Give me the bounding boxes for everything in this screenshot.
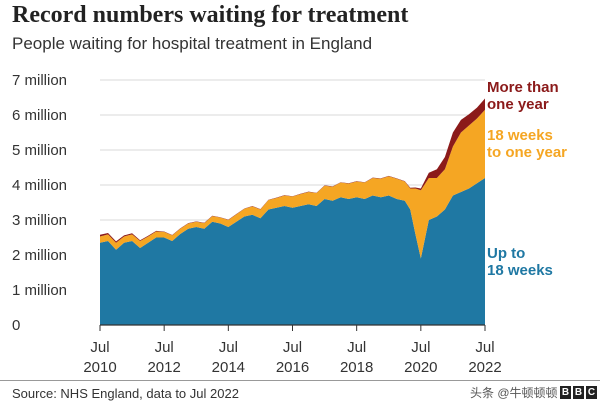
- x-tick-year: 2020: [404, 359, 437, 376]
- y-tick-label: 0: [12, 317, 20, 334]
- y-tick-label: 6 million: [12, 107, 67, 124]
- series-label: 18 weeks: [487, 262, 553, 279]
- bbc-logo: B B C: [560, 386, 597, 399]
- x-tick-year: 2022: [468, 359, 501, 376]
- y-tick-label: 4 million: [12, 177, 67, 194]
- chart-title: Record numbers waiting for treatment: [12, 2, 409, 28]
- series-label: 18 weeks: [487, 127, 553, 144]
- area-series-1: [100, 178, 485, 325]
- series-label: Up to: [487, 245, 525, 262]
- chart-subtitle: People waiting for hospital treatment in…: [12, 34, 373, 53]
- y-tick-label: 5 million: [12, 142, 67, 159]
- series-label: More than: [487, 79, 559, 96]
- y-tick-label: 1 million: [12, 282, 67, 299]
- watermark: 头条 @牛顿顿顿: [470, 386, 558, 400]
- x-tick-year: 2014: [212, 359, 245, 376]
- y-tick-label: 7 million: [12, 72, 67, 89]
- x-tick-month: Jul: [347, 339, 366, 356]
- x-tick-month: Jul: [475, 339, 494, 356]
- area-series-2: [100, 109, 485, 259]
- x-tick-month: Jul: [155, 339, 174, 356]
- footer-divider: [0, 380, 600, 381]
- x-tick-month: Jul: [411, 339, 430, 356]
- series-label: to one year: [487, 144, 567, 161]
- x-tick-month: Jul: [219, 339, 238, 356]
- source-note: Source: NHS England, data to Jul 2022: [12, 386, 239, 401]
- series-label: one year: [487, 96, 549, 113]
- x-tick-month: Jul: [283, 339, 302, 356]
- bbc-logo-block: B: [560, 386, 571, 399]
- x-tick-year: 2018: [340, 359, 373, 376]
- y-tick-label: 3 million: [12, 212, 67, 229]
- stacked-area-chart: 0 1 million 2 million 3 million 4 million 5 m…: [12, 72, 567, 376]
- x-tick-year: 2016: [276, 359, 309, 376]
- bbc-logo-block: B: [573, 386, 584, 399]
- x-tick-year: 2012: [147, 359, 180, 376]
- x-tick-year: 2010: [83, 359, 116, 376]
- x-tick-month: Jul: [90, 339, 109, 356]
- y-tick-label: 2 million: [12, 247, 67, 264]
- bbc-logo-block: C: [586, 386, 597, 399]
